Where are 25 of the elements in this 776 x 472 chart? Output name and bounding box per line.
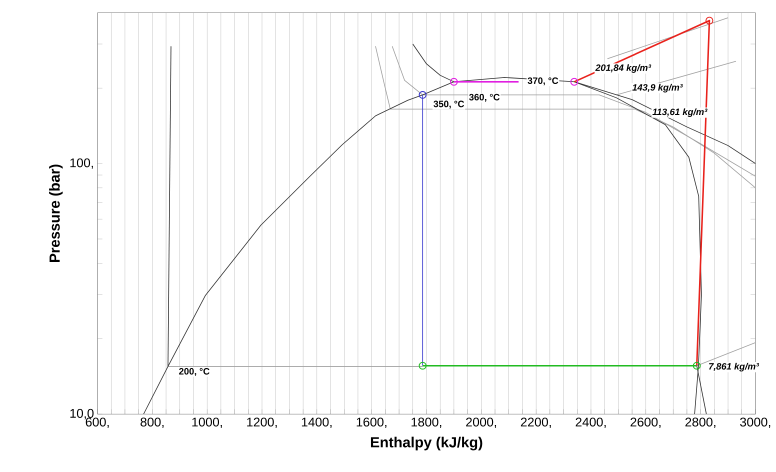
annotation: 360, °C [469, 94, 500, 102]
x-tick-label: 2200, [520, 418, 551, 428]
annotation: 200, °C [179, 368, 210, 376]
x-tick-label: 2800, [685, 418, 716, 428]
x-tick-label: 3000, [740, 418, 770, 428]
annotation: 350, °C [434, 100, 464, 109]
x-tick-label: 2000, [466, 418, 496, 428]
x-tick-label: 1800, [412, 418, 442, 428]
x-tick-label: 2600, [630, 418, 661, 428]
annotation: 201,84 kg/m³ [595, 64, 652, 73]
x-tick-label: 1400, [302, 418, 332, 428]
y-tick-label: 10,0 [70, 408, 94, 420]
x-tick-label: 2400, [576, 418, 606, 428]
x-tick-label: 1000, [192, 418, 222, 428]
x-tick-label: 600, [86, 418, 109, 428]
x-tick-label: 1200, [247, 418, 277, 428]
annotation: 113,61 kg/m³ [652, 108, 708, 118]
annotation: 370, °C [528, 77, 558, 86]
x-tick-label: 1600, [356, 418, 386, 428]
annotation: 143,9 kg/m³ [632, 84, 683, 93]
annotation: 7,861 kg/m³ [709, 362, 760, 372]
x-axis-title: Enthalpy (kJ/kg) [370, 436, 482, 450]
y-tick-label: 100, [70, 158, 93, 169]
y-axis-title: Pressure (bar) [49, 164, 63, 262]
x-tick-label: 800, [140, 418, 164, 428]
